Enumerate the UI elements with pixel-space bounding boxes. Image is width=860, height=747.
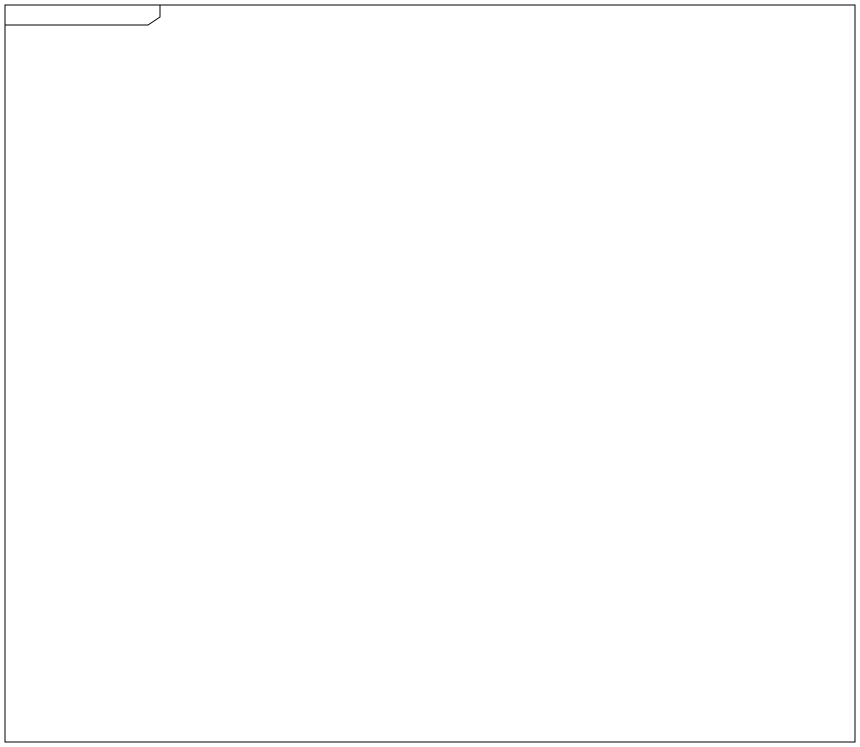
frame-tab (5, 5, 160, 25)
frame (5, 5, 855, 742)
